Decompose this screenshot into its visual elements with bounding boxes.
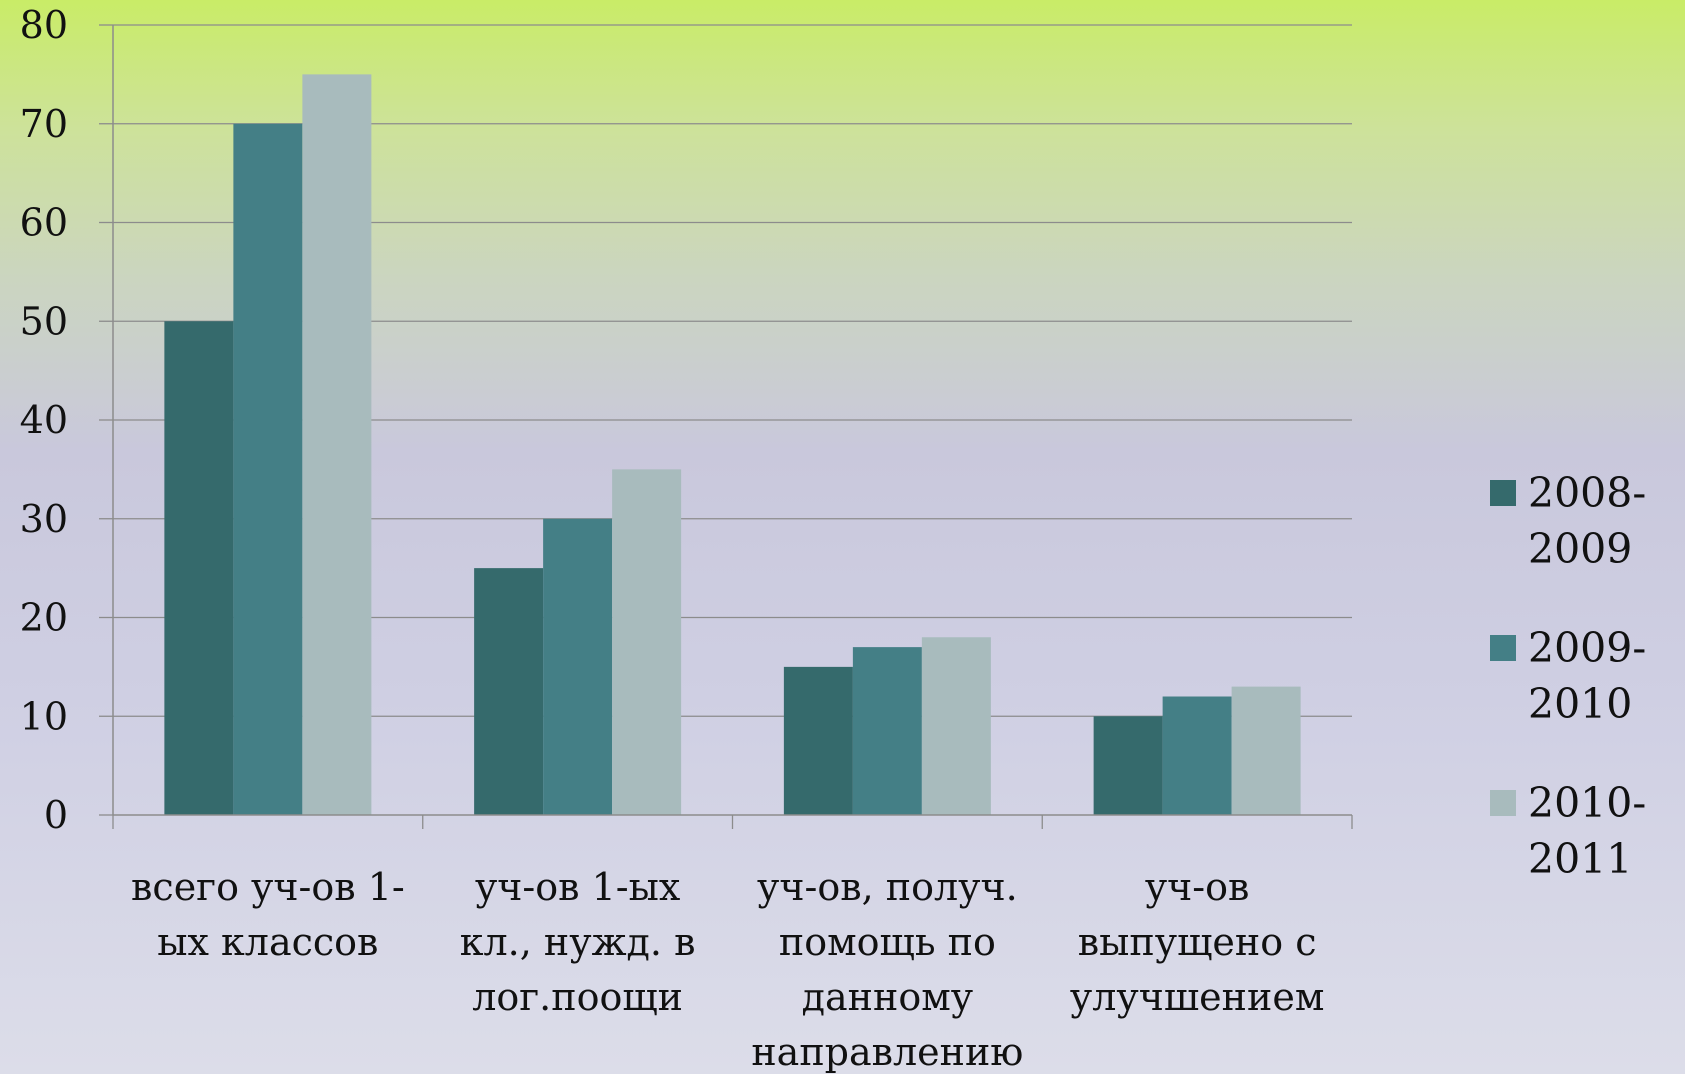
bar — [233, 123, 303, 815]
y-tick-label: 0 — [44, 793, 68, 837]
y-tick-label: 40 — [20, 398, 68, 442]
bar — [302, 74, 372, 815]
legend-label-line: 2008- — [1528, 469, 1646, 517]
x-category-label-line: выпущено с — [1078, 920, 1317, 964]
x-category-label-line: улучшением — [1070, 975, 1325, 1019]
x-category-label-line: лог.поощи — [472, 975, 683, 1019]
legend-label-line: 2009 — [1528, 525, 1632, 573]
legend-label: 2009- 2010 — [1528, 624, 1646, 728]
x-category-label-line: всего уч-ов 1- — [131, 865, 405, 909]
y-tick-label: 20 — [20, 596, 68, 640]
bar — [474, 568, 544, 815]
y-tick-label: 50 — [20, 299, 68, 343]
x-category-label: уч-ов 1-ых кл., нужд. в лог.поощи — [460, 865, 696, 1019]
bar — [1093, 716, 1163, 815]
x-category-label-line: ых классов — [157, 920, 378, 964]
legend-label: 2010- 2011 — [1528, 779, 1646, 883]
bar — [612, 469, 682, 815]
y-tick-label: 30 — [20, 497, 68, 541]
bar — [783, 666, 853, 815]
legend-swatch — [1490, 635, 1516, 661]
x-category-label-line: данному — [802, 975, 974, 1019]
legend-swatch — [1490, 790, 1516, 816]
x-category-label-line: уч-ов — [1145, 865, 1250, 909]
bar — [1231, 686, 1301, 815]
legend-label-line: 2010- — [1528, 779, 1646, 827]
x-category-label-line: направлению — [751, 1030, 1023, 1074]
legend-label-line: 2009- — [1528, 624, 1646, 672]
bar — [1162, 696, 1232, 815]
x-category-label: всего уч-ов 1- ых классов — [131, 865, 405, 964]
legend-label: 2008- 2009 — [1528, 469, 1646, 573]
x-category-label: уч-ов, получ. помощь по данному направлению — [751, 865, 1023, 1074]
x-category-label-line: помощь по — [779, 920, 996, 964]
y-tick-label: 80 — [20, 3, 68, 47]
legend-label-line: 2011 — [1528, 835, 1632, 883]
bar — [543, 518, 613, 815]
y-tick-label: 70 — [20, 102, 68, 146]
y-tick-label: 10 — [20, 694, 68, 738]
y-tick-label: 60 — [20, 201, 68, 245]
x-category-label-line: уч-ов 1-ых — [475, 865, 680, 909]
x-category-labels: всего уч-ов 1- ых классов уч-ов 1-ых кл., н… — [131, 865, 1324, 1074]
legend-label-line: 2010 — [1528, 680, 1632, 728]
x-category-label-line: кл., нужд. в — [460, 920, 696, 964]
bars — [164, 74, 1301, 815]
y-tick-labels: 0 10 20 30 40 50 60 70 80 — [20, 3, 68, 837]
axes — [99, 24, 1353, 829]
legend-swatch — [1490, 480, 1516, 506]
legend: 2008- 2009 2009- 2010 2010- 2011 — [1490, 469, 1646, 883]
bar — [921, 637, 991, 815]
x-category-label-line: уч-ов, получ. — [757, 865, 1018, 909]
bar — [164, 321, 234, 815]
x-category-label: уч-ов выпущено с улучшением — [1070, 865, 1325, 1019]
bar — [852, 647, 922, 815]
